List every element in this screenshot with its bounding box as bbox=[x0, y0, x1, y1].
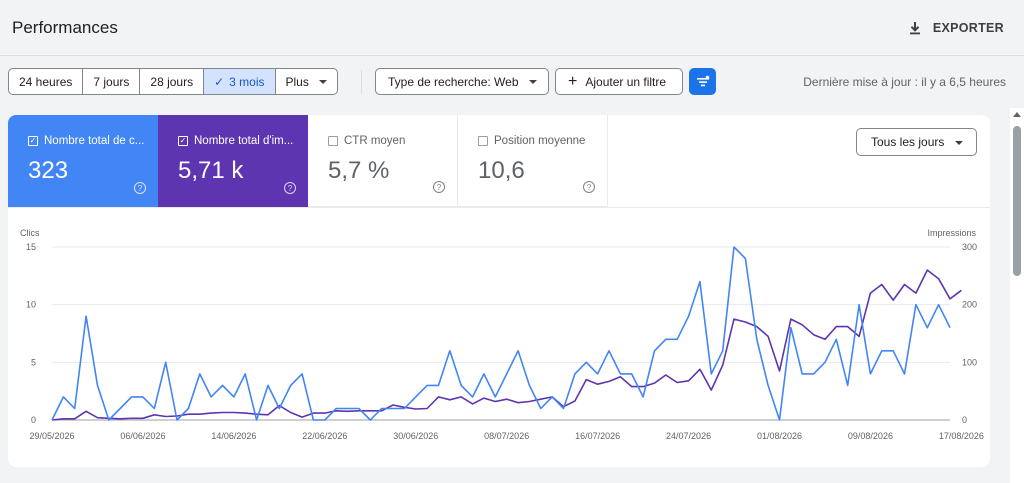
metric-label: Position moyenne bbox=[494, 135, 586, 147]
filter-settings-button[interactable] bbox=[689, 68, 716, 95]
metric-average-position[interactable]: Position moyenne 10,6 ? bbox=[458, 115, 608, 207]
toolbar: 24 heures 7 jours 28 jours ✓ 3 mois Plus … bbox=[0, 56, 1024, 108]
range-7d[interactable]: 7 jours bbox=[83, 69, 141, 94]
help-circle-icon[interactable]: ? bbox=[284, 182, 296, 194]
range-24h[interactable]: 24 heures bbox=[9, 69, 84, 94]
x-tick-label: 24/07/2026 bbox=[666, 431, 711, 441]
performance-chart[interactable]: Clics Impressions 0 0 5 100 10 200 15 300 29/05… bbox=[8, 223, 990, 467]
chevron-down-icon bbox=[528, 79, 537, 84]
chart-series bbox=[51, 246, 962, 421]
checkbox-checked-icon[interactable]: ✓ bbox=[178, 136, 188, 146]
checkbox-empty-icon[interactable] bbox=[328, 136, 338, 146]
x-tick-label: 17/08/2026 bbox=[939, 431, 984, 441]
x-tick-label: 14/06/2026 bbox=[211, 431, 256, 441]
left-axis-label: Clics bbox=[20, 228, 40, 238]
metric-value: 10,6 bbox=[478, 157, 525, 184]
page-title: Performances bbox=[12, 18, 118, 37]
checkbox-checked-icon[interactable]: ✓ bbox=[28, 136, 38, 146]
y-right-tick-label: 100 bbox=[962, 357, 977, 367]
search-type-dropdown[interactable]: Type de recherche: Web bbox=[375, 68, 549, 95]
impressions-series-line bbox=[51, 269, 962, 421]
x-tick-label: 01/08/2026 bbox=[757, 431, 802, 441]
metric-label: Nombre total de c... bbox=[44, 135, 145, 147]
header: Performances EXPORTER bbox=[0, 0, 1024, 56]
x-tick-label: 09/08/2026 bbox=[848, 431, 893, 441]
check-icon: ✓ bbox=[214, 74, 225, 89]
granularity-dropdown[interactable]: Tous les jours bbox=[856, 128, 977, 156]
metric-value: 5,7 % bbox=[328, 157, 390, 184]
divider bbox=[8, 207, 990, 208]
range-more[interactable]: Plus bbox=[276, 69, 337, 94]
granularity-label: Tous les jours bbox=[871, 135, 945, 149]
chart-grid bbox=[52, 246, 950, 421]
export-label: EXPORTER bbox=[932, 21, 1004, 35]
metric-label: Nombre total d'im... bbox=[194, 135, 294, 147]
date-range-selector: 24 heures 7 jours 28 jours ✓ 3 mois Plus bbox=[8, 68, 338, 95]
scroll-up-arrow-icon[interactable] bbox=[1013, 112, 1021, 117]
x-tick-label: 22/06/2026 bbox=[302, 431, 347, 441]
metric-value: 323 bbox=[28, 157, 69, 184]
help-circle-icon[interactable]: ? bbox=[134, 182, 146, 194]
metric-total-clicks[interactable]: ✓ Nombre total de c... 323 ? bbox=[8, 115, 158, 207]
y-right-tick-label: 0 bbox=[962, 415, 967, 425]
help-circle-icon[interactable]: ? bbox=[433, 181, 445, 193]
y-left-tick-label: 10 bbox=[26, 300, 36, 310]
page-scrollbar[interactable] bbox=[1010, 108, 1024, 483]
x-tick-label: 30/06/2026 bbox=[393, 431, 438, 441]
search-type-label: Type de recherche: Web bbox=[388, 74, 519, 89]
x-tick-label: 16/07/2026 bbox=[575, 431, 620, 441]
chevron-down-icon bbox=[318, 79, 327, 84]
metric-average-ctr[interactable]: CTR moyen 5,7 % ? bbox=[308, 115, 458, 207]
x-axis-ticks: 29/05/2026 06/06/2026 14/06/2026 22/06/2026… bbox=[29, 431, 983, 441]
y-left-tick-label: 5 bbox=[31, 357, 36, 367]
export-button[interactable]: EXPORTER bbox=[907, 14, 1004, 42]
checkbox-empty-icon[interactable] bbox=[478, 136, 488, 146]
y-left-tick-label: 0 bbox=[31, 415, 36, 425]
add-filter-button[interactable]: + Ajouter un filtre bbox=[555, 68, 683, 95]
last-update-text: Dernière mise à jour : il y a 6,5 heures bbox=[803, 75, 1006, 89]
x-tick-label: 08/07/2026 bbox=[484, 431, 529, 441]
divider bbox=[361, 70, 362, 94]
scrollbar-thumb[interactable] bbox=[1013, 126, 1021, 276]
add-filter-label: Ajouter un filtre bbox=[585, 74, 667, 89]
metric-value: 5,71 k bbox=[178, 157, 244, 184]
metric-label: CTR moyen bbox=[344, 135, 406, 147]
filter-settings-icon bbox=[696, 75, 709, 86]
plus-icon: + bbox=[568, 72, 578, 90]
metric-total-impressions[interactable]: ✓ Nombre total d'im... 5,71 k ? bbox=[158, 115, 308, 207]
y-right-tick-label: 200 bbox=[962, 300, 977, 310]
range-28d[interactable]: 28 jours bbox=[140, 69, 205, 94]
clicks-series-line bbox=[51, 246, 951, 421]
y-axis-ticks: 0 0 5 100 10 200 15 300 bbox=[26, 242, 977, 425]
y-right-tick-label: 300 bbox=[962, 242, 977, 252]
y-left-tick-label: 15 bbox=[26, 242, 36, 252]
right-axis-label: Impressions bbox=[927, 228, 976, 238]
chevron-down-icon bbox=[955, 141, 963, 145]
performance-card: ✓ Nombre total de c... 323 ? ✓ Nombre tota… bbox=[8, 115, 990, 467]
x-tick-label: 06/06/2026 bbox=[120, 431, 165, 441]
download-icon bbox=[909, 22, 920, 35]
help-circle-icon[interactable]: ? bbox=[583, 181, 595, 193]
range-3m[interactable]: ✓ 3 mois bbox=[204, 69, 276, 94]
x-tick-label: 29/05/2026 bbox=[29, 431, 74, 441]
